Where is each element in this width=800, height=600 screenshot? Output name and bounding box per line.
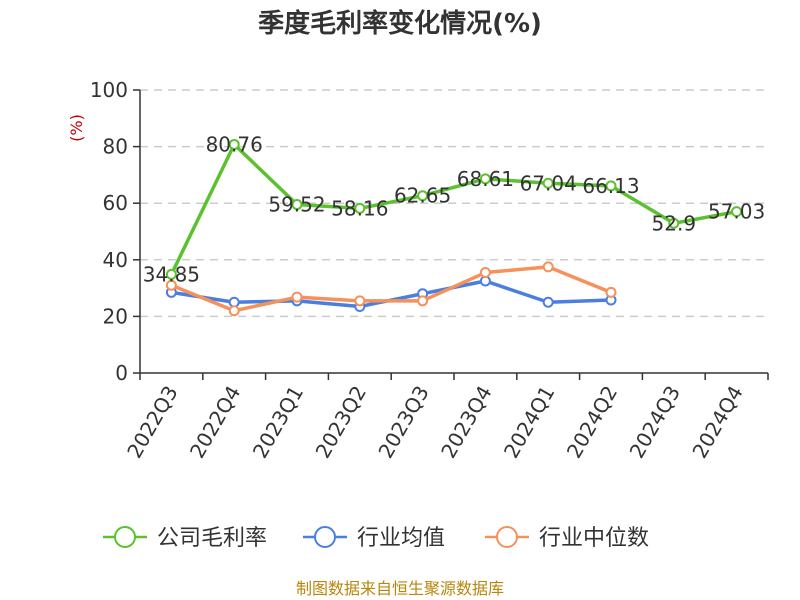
grid-lines	[140, 89, 768, 318]
data-point[interactable]	[731, 206, 743, 218]
x-tick-label: 2022Q3	[122, 382, 182, 463]
x-tick-label: 2023Q3	[373, 382, 433, 463]
series-lines	[165, 138, 743, 317]
data-point[interactable]	[165, 279, 177, 291]
data-point[interactable]	[291, 199, 303, 211]
x-tick-label: 2024Q1	[499, 382, 559, 463]
data-point[interactable]	[417, 295, 429, 307]
legend-label: 行业均值	[357, 526, 445, 551]
x-tick-label: 2023Q2	[311, 382, 371, 463]
data-point[interactable]	[542, 296, 554, 308]
data-label: 66.13	[582, 174, 639, 198]
data-label: 68.61	[457, 167, 514, 191]
data-point[interactable]	[291, 291, 303, 303]
data-point[interactable]	[542, 177, 554, 189]
legend-marker	[114, 526, 136, 548]
data-point[interactable]	[479, 173, 491, 185]
data-label: 57.03	[708, 200, 765, 224]
data-label: 80.76	[206, 132, 263, 156]
y-tick-label: 80	[103, 135, 128, 159]
y-tick-label: 0	[115, 361, 128, 385]
data-point[interactable]	[542, 261, 554, 273]
data-point[interactable]	[605, 286, 617, 298]
data-label: 59.52	[268, 193, 325, 217]
data-label: 58.16	[331, 196, 388, 220]
data-label: 34.85	[143, 262, 200, 286]
legend[interactable]: 公司毛利率 行业均值 行业中位数	[103, 526, 649, 551]
data-point[interactable]	[228, 138, 240, 150]
data-label: 62.65	[394, 184, 451, 208]
series-2	[165, 261, 617, 317]
legend-label: 公司毛利率	[157, 526, 267, 551]
chart-title: 季度毛利率变化情况(%)	[258, 8, 542, 39]
legend-item-1[interactable]: 行业均值	[303, 526, 445, 551]
x-tick-label: 2024Q2	[562, 382, 622, 463]
y-axis-label: (%)	[67, 114, 86, 142]
data-point[interactable]	[417, 190, 429, 202]
x-tick-label: 2023Q4	[436, 382, 496, 463]
y-tick-label: 60	[103, 191, 128, 215]
data-label: 52.9	[652, 211, 697, 235]
legend-item-0[interactable]: 公司毛利率	[103, 526, 267, 551]
data-label: 67.04	[520, 171, 577, 195]
y-tick-label: 100	[90, 78, 128, 102]
data-point[interactable]	[479, 267, 491, 279]
data-point[interactable]	[354, 202, 366, 214]
series-line	[169, 142, 737, 276]
source-note: 制图数据来自恒生聚源数据库	[296, 579, 504, 598]
series-line	[170, 265, 612, 313]
data-point[interactable]	[668, 217, 680, 229]
data-point[interactable]	[165, 268, 177, 280]
series-0	[165, 138, 743, 280]
legend-marker	[314, 526, 336, 548]
data-point[interactable]	[228, 305, 240, 317]
legend-label: 行业中位数	[539, 526, 649, 551]
legend-item-2[interactable]: 行业中位数	[485, 526, 649, 551]
x-tick-label: 2024Q4	[687, 382, 747, 463]
data-point[interactable]	[354, 295, 366, 307]
data-point[interactable]	[605, 180, 617, 192]
x-tick-label: 2024Q3	[625, 382, 685, 463]
legend-marker	[496, 526, 518, 548]
x-tick-label: 2023Q1	[248, 382, 308, 463]
x-tick-label: 2022Q4	[185, 382, 245, 463]
y-tick-label: 20	[103, 304, 128, 328]
y-tick-label: 40	[103, 248, 128, 272]
